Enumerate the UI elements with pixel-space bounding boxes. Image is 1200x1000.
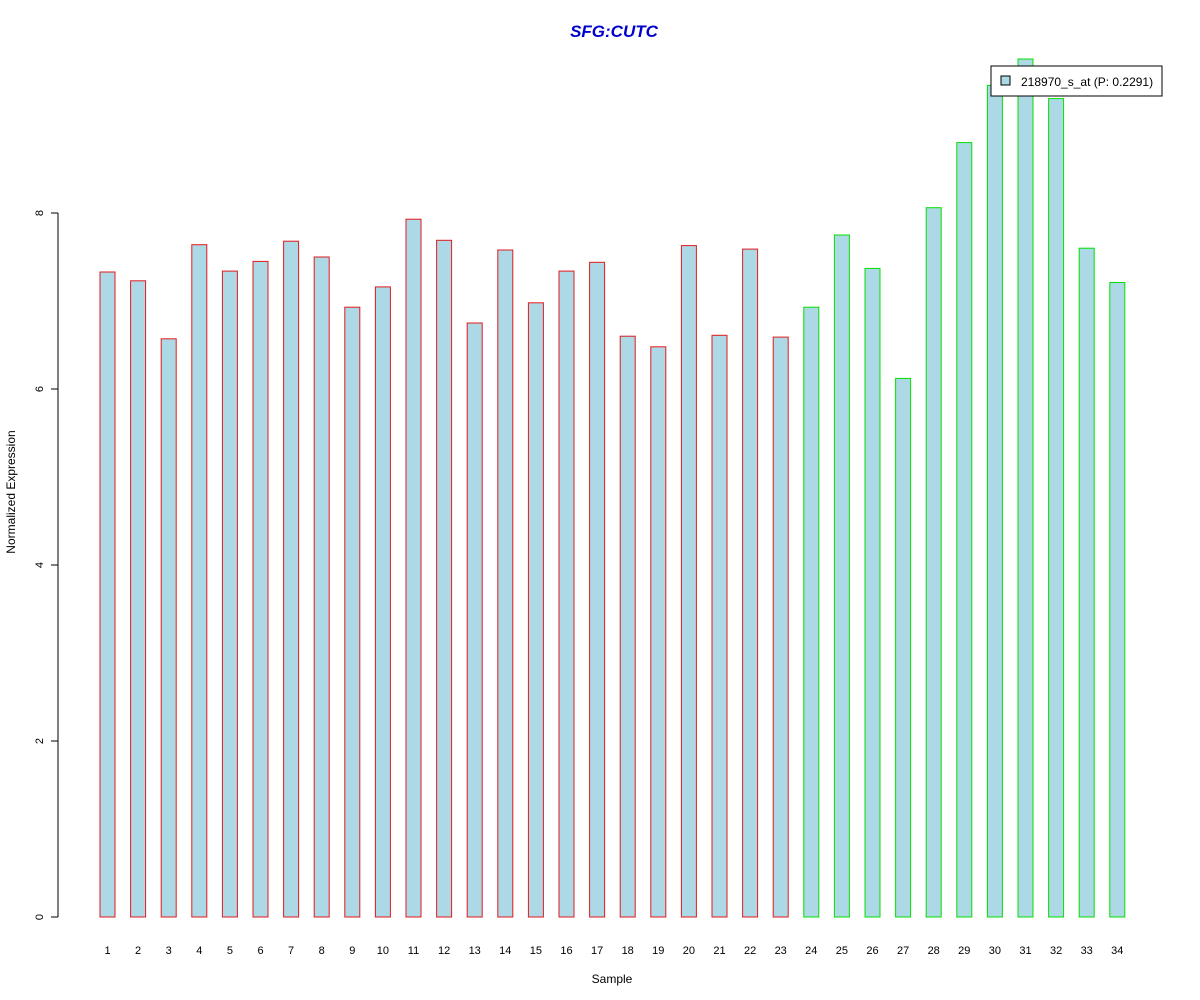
x-tick-label: 33 xyxy=(1081,945,1093,957)
x-tick-label: 7 xyxy=(288,945,294,957)
bar-sample-17 xyxy=(589,261,606,918)
bar-sample-9 xyxy=(344,306,361,918)
x-tick-label: 12 xyxy=(438,945,450,957)
bar-sample-27 xyxy=(895,377,912,918)
x-axis-ticks: 1 2 3 4 5 6 7 8 9 10 11 12 13 14 15 16 17 18 19 20 21 22 23 24 2… xyxy=(104,945,1123,957)
x-tick-label: 2 xyxy=(135,945,141,957)
x-tick-label: 15 xyxy=(530,945,542,957)
bar-sample-20 xyxy=(680,245,697,918)
bar-sample-3 xyxy=(160,338,177,918)
bar-sample-28 xyxy=(925,207,942,918)
x-tick-label: 21 xyxy=(713,945,725,957)
bar-sample-23 xyxy=(772,336,789,918)
x-tick-label: 31 xyxy=(1019,945,1031,957)
x-tick-label: 28 xyxy=(928,945,940,957)
bar-sample-22 xyxy=(742,248,759,918)
bar-sample-16 xyxy=(558,270,575,918)
x-tick-label: 19 xyxy=(652,945,664,957)
x-tick-label: 18 xyxy=(622,945,634,957)
bar-sample-10 xyxy=(374,286,391,918)
x-tick-label: 11 xyxy=(408,945,419,957)
bar-sample-30 xyxy=(986,84,1003,918)
bar-sample-2 xyxy=(130,280,147,918)
x-tick-label: 22 xyxy=(744,945,756,957)
y-axis: 0 2 4 6 8 xyxy=(34,210,59,920)
x-tick-label: 20 xyxy=(683,945,695,957)
bar-sample-5 xyxy=(221,270,238,918)
bar-sample-7 xyxy=(283,240,300,918)
bar-sample-32 xyxy=(1048,98,1065,918)
x-tick-label: 17 xyxy=(591,945,603,957)
bars-group xyxy=(99,58,1126,918)
x-tick-label: 5 xyxy=(227,945,233,957)
x-tick-label: 8 xyxy=(319,945,325,957)
x-tick-label: 34 xyxy=(1111,945,1123,957)
y-tick-label: 8 xyxy=(34,210,46,216)
bar-sample-1 xyxy=(99,271,116,918)
x-tick-label: 26 xyxy=(866,945,878,957)
bar-sample-34 xyxy=(1109,282,1126,918)
x-tick-label: 24 xyxy=(805,945,817,957)
x-tick-label: 30 xyxy=(989,945,1001,957)
bar-sample-31 xyxy=(1017,58,1034,918)
bar-sample-6 xyxy=(252,260,269,918)
legend: 218970_s_at (P: 0.2291) xyxy=(990,65,1163,97)
y-axis-label: Normalized Expression xyxy=(4,430,18,553)
bar-sample-14 xyxy=(497,249,514,918)
y-tick-label: 0 xyxy=(34,914,46,920)
x-tick-label: 9 xyxy=(349,945,355,957)
bar-sample-33 xyxy=(1078,247,1095,918)
x-tick-label: 23 xyxy=(775,945,787,957)
x-tick-label: 16 xyxy=(560,945,572,957)
x-tick-label: 1 xyxy=(104,945,110,957)
y-tick-label: 2 xyxy=(34,738,46,744)
legend-box xyxy=(990,65,1163,97)
bar-sample-11 xyxy=(405,218,422,918)
x-tick-label: 32 xyxy=(1050,945,1062,957)
y-tick-label: 4 xyxy=(34,562,46,568)
bar-sample-15 xyxy=(527,302,544,918)
legend-swatch xyxy=(1000,75,1011,86)
bar-sample-12 xyxy=(436,239,453,918)
x-tick-label: 25 xyxy=(836,945,848,957)
x-tick-label: 4 xyxy=(196,945,202,957)
x-tick-label: 10 xyxy=(377,945,389,957)
x-tick-label: 27 xyxy=(897,945,909,957)
bar-sample-13 xyxy=(466,322,483,918)
x-tick-label: 6 xyxy=(257,945,263,957)
legend-entry-label: 218970_s_at (P: 0.2291) xyxy=(1021,75,1153,89)
x-tick-label: 14 xyxy=(499,945,511,957)
bar-sample-4 xyxy=(191,244,208,918)
x-tick-label: 3 xyxy=(166,945,172,957)
bar-sample-25 xyxy=(833,234,850,918)
bar-sample-19 xyxy=(650,346,667,918)
bar-sample-8 xyxy=(313,256,330,918)
bar-sample-21 xyxy=(711,334,728,918)
x-axis-label: Sample xyxy=(592,972,633,986)
bar-sample-26 xyxy=(864,267,881,918)
x-tick-label: 13 xyxy=(469,945,481,957)
x-tick-label: 29 xyxy=(958,945,970,957)
y-tick-label: 6 xyxy=(34,386,46,392)
bar-sample-24 xyxy=(803,306,820,918)
bar-sample-18 xyxy=(619,335,636,918)
chart-title: SFG:CUTC xyxy=(570,22,659,41)
bar-sample-29 xyxy=(956,142,973,918)
